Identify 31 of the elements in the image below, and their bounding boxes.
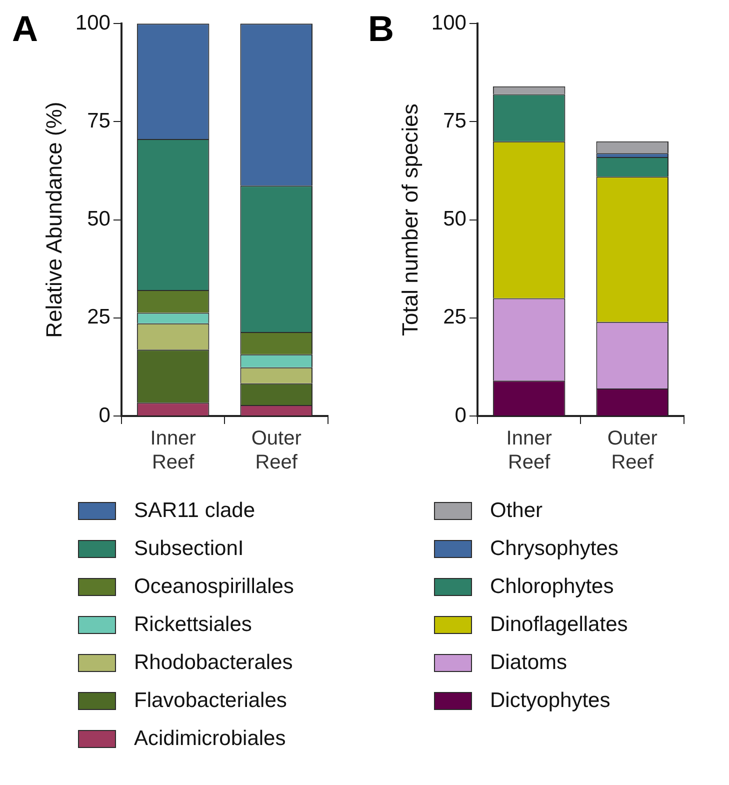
y-tick-label: 50 <box>443 208 466 231</box>
text: A <box>12 8 38 50</box>
x-tick-label: Inner Reef <box>150 428 196 474</box>
legend-label: Oceanospirillales <box>134 575 294 599</box>
y-tick-label: 0 <box>454 404 466 427</box>
legend-label: SAR11 clade <box>134 499 256 523</box>
y-tick-label: 100 <box>431 11 466 34</box>
y-tick-label: 100 <box>75 11 110 34</box>
x-tick-label: Outer Reef <box>251 428 302 474</box>
y-tick-label: 75 <box>443 109 466 132</box>
y-tick-label: 0 <box>98 404 110 427</box>
x-tick-label: Outer Reef <box>607 428 658 474</box>
legend-label: SubsectionI <box>134 537 244 561</box>
legend-label: Other <box>490 499 543 523</box>
legend-label: Flavobacteriales <box>134 689 287 713</box>
legend-label: Diatoms <box>490 651 568 675</box>
y-tick-label: 75 <box>87 109 110 132</box>
legend-label: Dinoflagellates <box>490 613 628 637</box>
y-tick-label: 25 <box>87 306 110 329</box>
legend-label: Rhodobacterales <box>134 651 293 675</box>
y-tick-label: 50 <box>87 208 110 231</box>
legend-label: Chlorophytes <box>490 575 614 599</box>
text: B <box>368 8 394 50</box>
y-tick-label: 25 <box>443 306 466 329</box>
y-axis-title: Total number of species <box>397 104 422 336</box>
y-axis-title: Relative Abundance (%) <box>41 102 66 338</box>
legend-label: Rickettsiales <box>134 613 252 637</box>
x-tick-label: Inner Reef <box>506 428 552 474</box>
legend-label: Chrysophytes <box>490 537 618 561</box>
legend-label: Acidimicrobiales <box>134 727 286 751</box>
legend-label: Dictyophytes <box>490 689 610 713</box>
